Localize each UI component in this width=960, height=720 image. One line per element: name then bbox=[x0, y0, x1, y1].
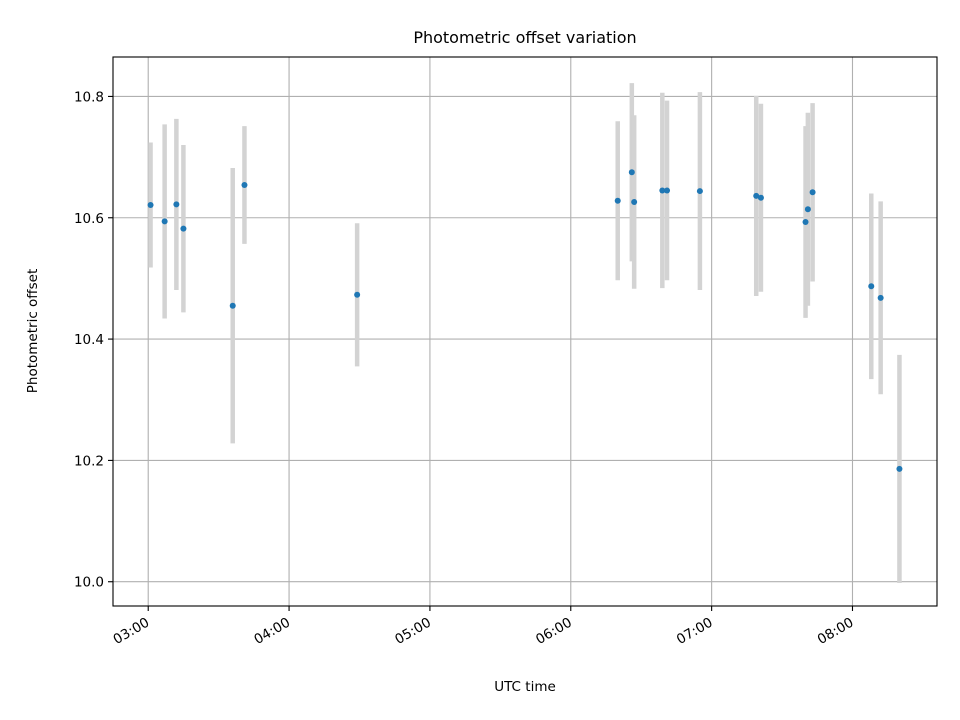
y-tick-label: 10.2 bbox=[74, 453, 104, 469]
x-tick-label: 03:00 bbox=[111, 615, 153, 648]
x-axis: 03:00 04:00 05:00 06:00 07:00 08:00 bbox=[111, 606, 857, 648]
data-point bbox=[241, 181, 248, 188]
data-point bbox=[631, 198, 638, 205]
y-tick-label: 10.4 bbox=[74, 332, 104, 348]
data-point bbox=[180, 225, 187, 232]
data-point bbox=[229, 302, 236, 309]
data-point bbox=[753, 192, 760, 199]
error-bars bbox=[148, 83, 902, 583]
x-axis-label: UTC time bbox=[494, 679, 556, 695]
data-point bbox=[354, 291, 361, 298]
data-point bbox=[877, 294, 884, 301]
data-point bbox=[173, 201, 180, 208]
data-point bbox=[809, 189, 816, 196]
y-axis: 10.0 10.2 10.4 10.6 10.8 bbox=[74, 89, 113, 591]
y-tick-label: 10.6 bbox=[74, 211, 104, 227]
grid bbox=[113, 57, 937, 606]
data-point bbox=[161, 218, 168, 225]
data-point bbox=[628, 169, 635, 176]
x-tick-label: 06:00 bbox=[533, 615, 575, 648]
y-axis-label: Photometric offset bbox=[25, 269, 41, 393]
x-tick-label: 04:00 bbox=[251, 615, 293, 648]
data-point bbox=[614, 197, 621, 204]
data-points bbox=[147, 169, 903, 472]
x-tick-label: 07:00 bbox=[674, 615, 716, 648]
chart-title: Photometric offset variation bbox=[413, 28, 636, 47]
y-tick-label: 10.0 bbox=[74, 575, 104, 591]
data-point bbox=[696, 188, 703, 195]
x-tick-label: 08:00 bbox=[815, 615, 857, 648]
data-point bbox=[868, 283, 875, 290]
data-point bbox=[802, 219, 809, 226]
data-point bbox=[664, 187, 671, 194]
data-point bbox=[659, 187, 666, 194]
plot-frame bbox=[112, 56, 938, 607]
data-point bbox=[147, 202, 154, 209]
x-tick-label: 05:00 bbox=[392, 615, 434, 648]
data-point bbox=[804, 206, 811, 213]
y-tick-label: 10.8 bbox=[74, 89, 104, 105]
data-point bbox=[757, 194, 764, 201]
data-point bbox=[896, 465, 903, 472]
